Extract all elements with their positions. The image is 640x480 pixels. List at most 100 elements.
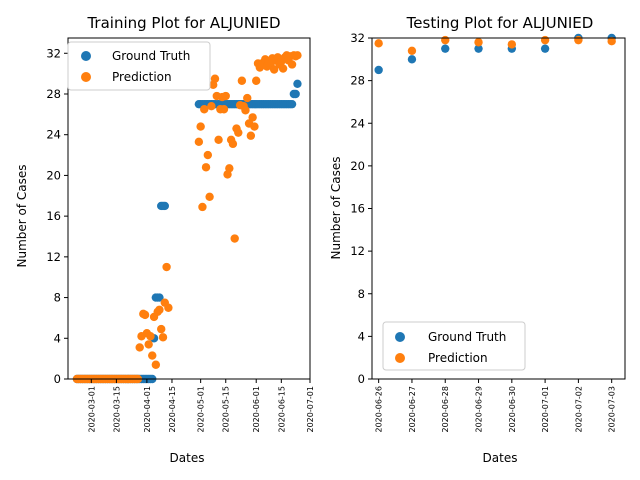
training-plot-marks [72, 51, 302, 384]
point-prediction-56 [201, 163, 211, 172]
x-tick-label: 2020-06-28 [441, 386, 450, 433]
point-prediction-52 [194, 137, 204, 147]
point-ground-truth-104 [291, 89, 300, 99]
testing-plot-axes: 0 4 8 12 16 20 24 28 32 2020-06-26 2020-06-27 2020-… [350, 31, 626, 433]
point-prediction-4 [507, 40, 517, 49]
point-prediction-76 [237, 76, 247, 85]
point-prediction-71 [228, 139, 238, 149]
point-prediction-1 [407, 46, 417, 55]
y-tick-label: 0 [54, 372, 61, 386]
x-tick-label: 2020-05-01 [197, 386, 206, 433]
y-tick-label: 20 [350, 159, 365, 173]
point-prediction-61 [210, 74, 220, 83]
point-prediction-44 [151, 360, 161, 369]
y-tick-label: 16 [46, 209, 61, 223]
point-ground-truth-102 [287, 99, 297, 109]
point-prediction-48 [158, 333, 168, 342]
y-tick-label: 28 [350, 74, 365, 88]
x-tick-label: 2020-06-27 [408, 386, 417, 433]
point-prediction-66 [219, 105, 229, 114]
point-prediction-51 [164, 303, 173, 312]
y-tick-label: 16 [350, 202, 365, 216]
training-y-axis-label: Number of Cases [15, 164, 29, 267]
point-prediction-104 [287, 60, 297, 69]
point-ground-truth-2 [441, 44, 450, 53]
point-prediction-5 [540, 35, 550, 45]
point-prediction-3 [474, 38, 483, 47]
legend-label-prediction: Prediction [428, 351, 488, 365]
x-tick-label: 2020-06-15 [277, 386, 286, 433]
point-prediction-47 [157, 324, 166, 334]
point-prediction-40 [144, 340, 153, 349]
point-prediction-69 [225, 164, 234, 173]
point-prediction-38 [140, 310, 150, 320]
point-prediction-57 [203, 150, 213, 160]
legend-frame [67, 41, 211, 91]
legend-marker-prediction [395, 353, 405, 363]
legend-label-ground-truth: Ground Truth [428, 330, 506, 344]
testing-x-axis-label: Dates [483, 451, 518, 465]
training-plot-title: Training Plot for ALJUNIED [86, 14, 280, 32]
point-prediction-83 [250, 122, 259, 131]
y-tick-label: 4 [358, 329, 365, 343]
y-tick-label: 12 [350, 244, 365, 258]
point-prediction-82 [248, 113, 257, 122]
x-tick-label: 2020-06-30 [508, 386, 517, 433]
point-prediction-54 [198, 202, 207, 212]
y-tick-label: 20 [46, 168, 61, 182]
x-tick-label: 2020-03-01 [87, 386, 96, 433]
x-tick-label: 2020-05-15 [222, 386, 231, 433]
point-ground-truth-5 [540, 44, 550, 53]
point-prediction-7 [607, 37, 616, 46]
point-prediction-79 [243, 93, 252, 103]
y-tick-label: 24 [350, 116, 365, 130]
testing-plot-title: Testing Plot for ALJUNIED [406, 14, 594, 32]
point-ground-truth-3 [474, 44, 483, 53]
legend-label-ground-truth: Ground Truth [112, 49, 190, 63]
testing-plot: Testing Plot for ALJUNIED Dates Number o… [329, 14, 626, 465]
point-ground-truth-46 [155, 293, 164, 302]
legend-frame [382, 321, 526, 371]
y-tick-label: 8 [54, 291, 61, 305]
point-prediction-94 [269, 65, 279, 74]
point-prediction-6 [574, 35, 583, 45]
point-prediction-81 [246, 131, 256, 140]
x-tick-label: 2020-03-15 [112, 386, 121, 433]
testing-plot-marks [374, 33, 616, 75]
training-legend: Ground Truth Prediction [67, 41, 211, 91]
point-prediction-78 [241, 106, 250, 115]
point-prediction-74 [234, 128, 243, 137]
x-tick-label: 2020-04-15 [168, 386, 177, 433]
point-prediction-41 [146, 332, 155, 341]
point-prediction-35 [135, 343, 144, 352]
point-prediction-107 [293, 51, 302, 60]
point-prediction-72 [230, 234, 239, 243]
x-tick-label: 2020-07-01 [306, 386, 315, 433]
legend-marker-ground-truth [395, 332, 405, 342]
legend-marker-prediction [81, 72, 91, 82]
point-ground-truth-105 [293, 79, 302, 89]
x-tick-label: 2020-07-01 [541, 386, 550, 433]
point-prediction-59 [207, 102, 216, 111]
point-prediction-46 [155, 305, 164, 314]
x-tick-label: 2020-07-02 [574, 386, 583, 433]
x-tick-label: 2020-06-29 [475, 386, 484, 433]
y-tick-label: 24 [46, 128, 61, 142]
legend-marker-ground-truth [81, 51, 91, 61]
point-prediction-55 [200, 105, 209, 114]
y-tick-label: 4 [54, 331, 61, 345]
training-plot: Training Plot for ALJUNIED Dates Number … [15, 14, 315, 465]
point-prediction-84 [252, 76, 261, 85]
y-tick-label: 12 [46, 250, 61, 264]
point-prediction-50 [162, 262, 171, 272]
legend-label-prediction: Prediction [112, 70, 172, 84]
y-tick-label: 32 [350, 31, 365, 45]
point-prediction-53 [196, 122, 205, 131]
testing-legend: Ground Truth Prediction [382, 321, 526, 371]
point-prediction-58 [205, 192, 214, 201]
x-tick-label: 2020-04-01 [143, 386, 152, 433]
x-tick-label: 2020-06-26 [375, 386, 384, 433]
y-tick-label: 32 [46, 46, 61, 60]
point-prediction-0 [374, 39, 383, 48]
